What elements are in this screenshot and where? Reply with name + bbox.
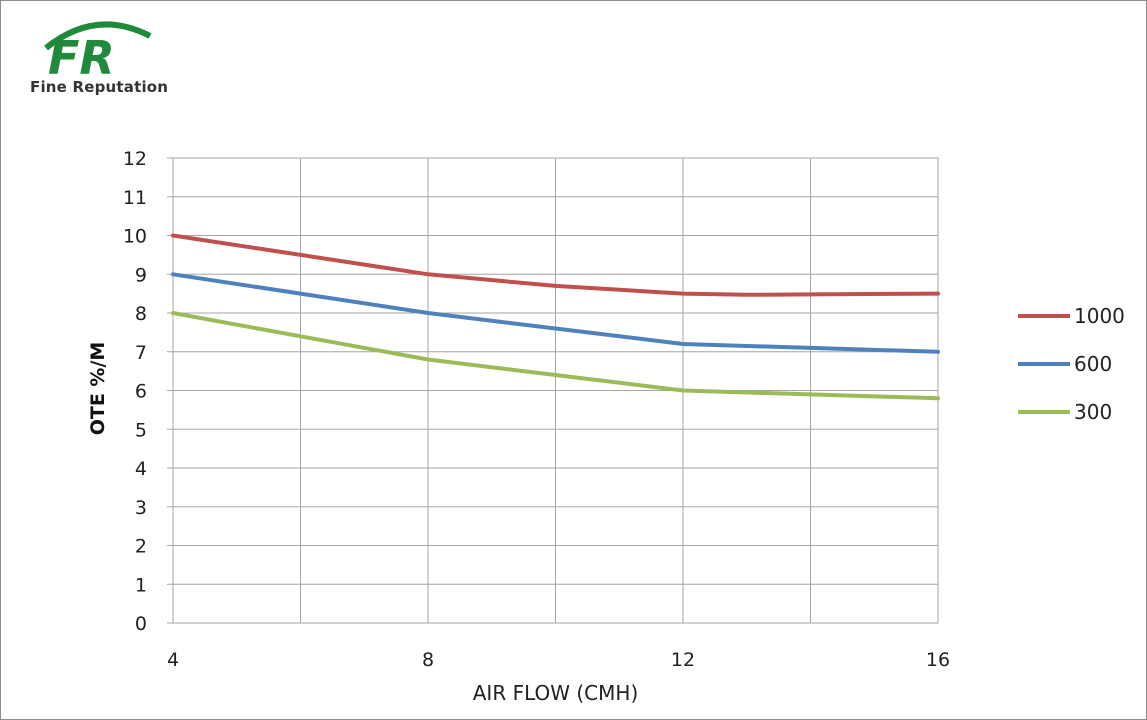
x-axis-title: AIR FLOW (CMH) [473,681,639,705]
x-tick-labels: 4 8 12 16 [167,649,950,671]
y-tick-label: 5 [135,419,147,441]
y-tick-label: 6 [135,381,147,403]
y-tick-label: 0 [135,613,147,635]
y-tick-label: 12 [123,148,147,170]
series-line-600 [171,272,940,354]
plot-area-border [172,157,939,624]
y-tick-label: 4 [135,458,147,480]
company-name: Fine Reputation [30,78,169,96]
y-tick-label: 8 [135,303,147,325]
legend: 1000 600 300 [1018,304,1125,424]
series-lines [171,233,940,401]
y-tick-label: 1 [135,574,147,596]
x-tick-label: 8 [422,649,434,671]
x-tick-label: 4 [167,649,179,671]
x-tick-label: 16 [926,649,950,671]
y-tick-label: 11 [123,187,147,209]
logo-mark: FR [48,31,115,85]
series-line-1000 [171,233,940,297]
y-tick-label: 2 [135,536,147,558]
legend-label-300: 300 [1074,400,1112,424]
gridlines [167,157,939,624]
y-tick-label: 7 [135,342,147,364]
y-tick-label: 10 [123,226,147,248]
series-line-300 [171,311,940,401]
fine-reputation-logo: FR [44,21,152,85]
legend-label-1000: 1000 [1074,304,1125,328]
y-axis-title: OTE %/M [87,342,109,436]
legend-label-600: 600 [1074,352,1112,376]
x-tick-label: 12 [671,649,695,671]
y-tick-label: 3 [135,497,147,519]
y-tick-label: 9 [135,264,147,286]
